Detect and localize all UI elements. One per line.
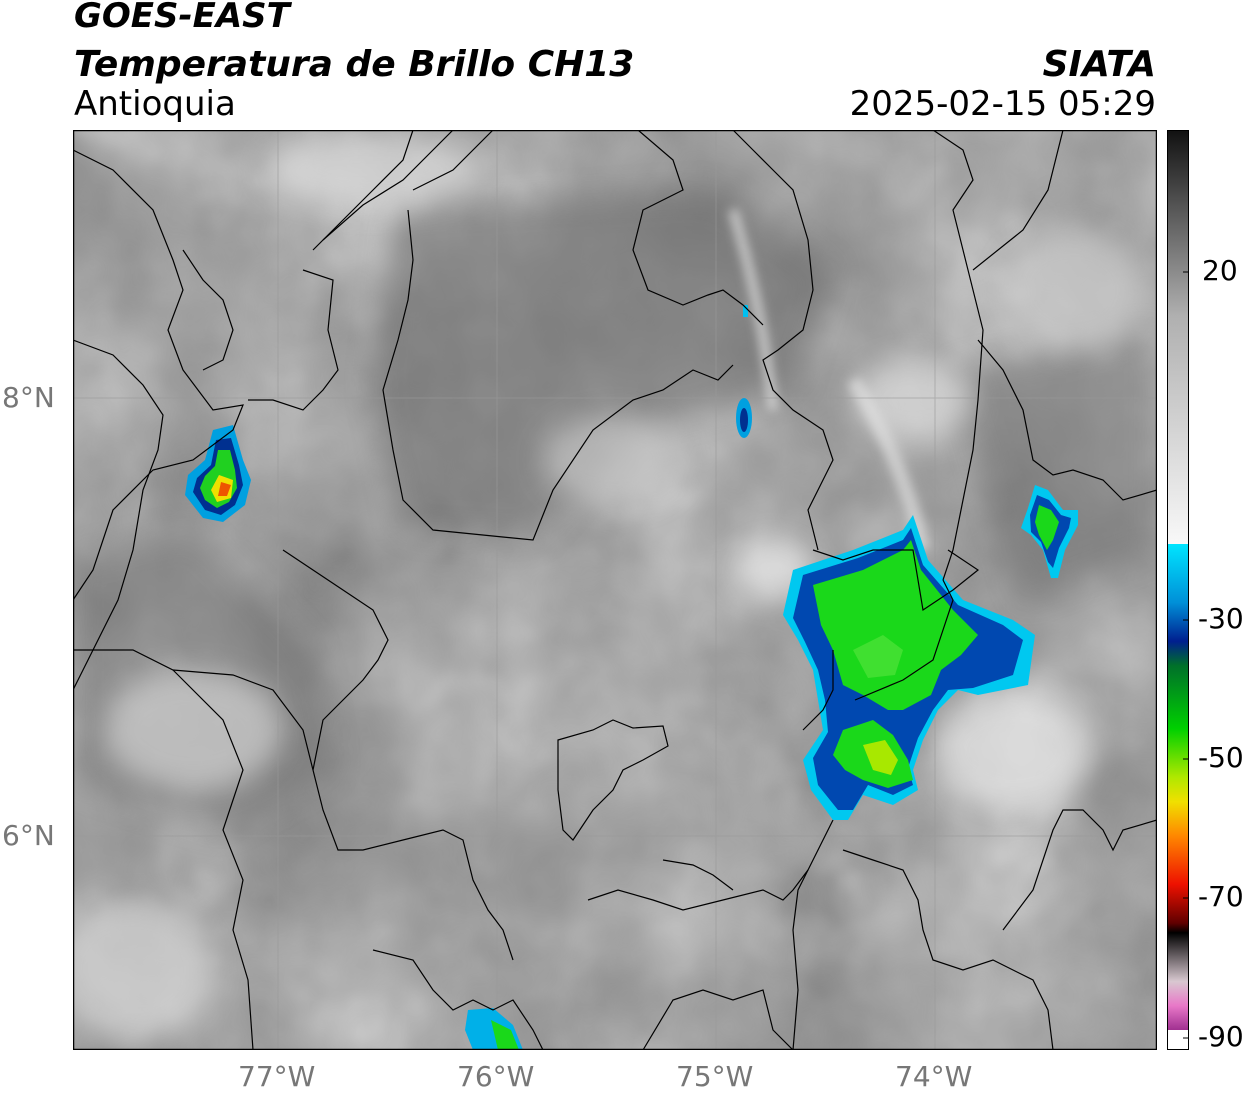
lat-label-8n: 8°N	[2, 381, 55, 414]
boundaries	[73, 130, 1157, 1050]
colorbar	[1167, 130, 1189, 1050]
storm-cell-east	[1021, 485, 1078, 578]
storm-cell-west	[185, 425, 251, 522]
title-satellite: GOES-EAST	[74, 0, 290, 36]
lon-label-74w: 74°W	[895, 1060, 973, 1093]
organization-label: SIATA	[1042, 44, 1156, 85]
colorbar-tick-20: 20	[1202, 254, 1238, 287]
colorbar-tick-minus70: -70	[1198, 880, 1244, 913]
region-label: Antioquia	[74, 84, 236, 124]
title-product: Temperatura de Brillo CH13	[74, 44, 635, 85]
bright-clouds	[73, 135, 1143, 1040]
cirrus-streaks	[728, 208, 930, 552]
lon-label-77w: 77°W	[238, 1060, 316, 1093]
graticule	[73, 130, 1157, 1050]
lon-label-75w: 75°W	[676, 1060, 754, 1093]
storm-cell-south	[465, 1008, 523, 1050]
colorbar-tick-minus50: -50	[1198, 741, 1244, 774]
map-frame	[73, 130, 1157, 1050]
datetime-label: 2025-02-15 05:29	[849, 84, 1156, 124]
storm-cell-center	[736, 305, 752, 438]
colorbar-tick-minus90: -90	[1198, 1020, 1244, 1053]
lon-label-76w: 76°W	[457, 1060, 535, 1093]
lat-label-6n: 6°N	[2, 819, 55, 852]
colorbar-tick-minus30: -30	[1198, 602, 1244, 635]
satellite-map[interactable]	[73, 130, 1157, 1050]
storm-system-main	[783, 515, 1035, 820]
